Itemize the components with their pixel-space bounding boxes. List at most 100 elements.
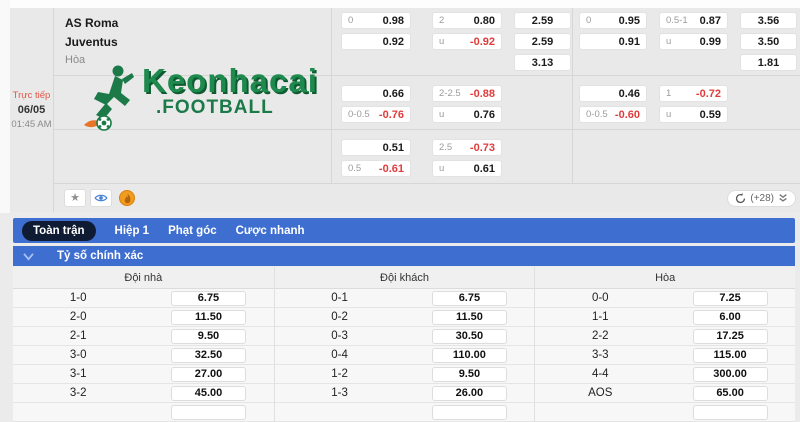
score-odds-box[interactable]: 26.00	[431, 385, 507, 401]
odds-box[interactable]: 0.46	[579, 85, 647, 102]
odds-box[interactable]: 1.81	[740, 54, 797, 71]
odds-box[interactable]: 0.5 -0.61	[341, 160, 411, 177]
odds-box[interactable]: 2.5 -0.73	[432, 139, 502, 156]
odds-group-left: 0 0.98 0.92 2 0.80 u -0.92 2.59 2.59 3.13	[331, 8, 572, 75]
odds-box[interactable]: 2.59	[514, 12, 571, 29]
odds-box[interactable]: 0.5-1 0.87	[659, 12, 728, 29]
score-odds-box[interactable]: 6.00	[692, 309, 768, 325]
score-label: 1-0	[69, 292, 87, 304]
score-label: 4-4	[591, 368, 609, 380]
score-odds-box[interactable]: 6.75	[431, 290, 507, 306]
secondary-odds-band: 0.66 0-0.5 -0.76 2-2.5 -0.88 u 0.76 0.46 0-0.5-…	[54, 76, 800, 130]
odds-value: 0.61	[473, 162, 495, 175]
odds-value: 0.87	[699, 14, 721, 27]
odds-value: -0.92	[469, 35, 495, 48]
odds-box[interactable]: u 0.61	[432, 160, 502, 177]
score-label: 3-0	[69, 349, 87, 361]
score-row: 1-3 26.00	[274, 384, 535, 403]
fulltime-odds-band: AS Roma Juventus Hòa 0 0.98 0.92 2 0.80 u -0.9…	[54, 8, 800, 76]
odds-group-left: 0.66 0-0.5 -0.76 2-2.5 -0.88 u 0.76	[331, 76, 572, 129]
odds-value: 0.99	[699, 35, 721, 48]
score-label: 0-2	[331, 311, 348, 323]
handicap-odds-column: 0.46 0-0.5 -0.60	[579, 85, 647, 129]
handicap-label: 0-0.5	[586, 109, 608, 120]
score-row: 2-2 17.25	[535, 327, 796, 346]
odds-box[interactable]: 0 0.98	[341, 12, 411, 29]
odds-box[interactable]: 2.59	[514, 33, 571, 50]
score-odds-box[interactable]: 32.50	[170, 347, 246, 363]
odds-box[interactable]: 0 0.95	[579, 12, 647, 29]
score-odds-box[interactable]	[431, 404, 507, 420]
over-under-odds-column: 2-2.5 -0.88 u 0.76	[432, 85, 502, 129]
odds-box[interactable]: 0-0.5 -0.76	[341, 106, 411, 123]
watch-button[interactable]	[90, 189, 112, 207]
score-odds-box[interactable]: 11.50	[170, 309, 246, 325]
odds-box[interactable]: 0.66	[341, 85, 411, 102]
correct-score-table: Đội nhà 1-0 6.75 2-0 11.50 2-1 9.50 3-0 32.50 3-…	[13, 267, 796, 422]
odds-box[interactable]: 0-0.5 -0.60	[579, 106, 647, 123]
tab-0[interactable]: Toàn trận	[22, 220, 96, 241]
match-time: 01:45 AM	[11, 119, 52, 130]
score-row: 3-3 115.00	[535, 346, 796, 365]
odds-box[interactable]: u 0.99	[659, 33, 728, 50]
tab-2[interactable]: Phạt góc	[168, 224, 217, 237]
odds-group-left: 0.51 0.5 -0.61 2.5 -0.73 u 0.61	[331, 130, 572, 183]
handicap-label: u	[666, 36, 672, 47]
odds-box[interactable]: 3.50	[740, 33, 797, 50]
score-odds-box[interactable]: 27.00	[170, 366, 246, 382]
odds-box[interactable]: 0.51	[341, 139, 411, 156]
home-team-name[interactable]: AS Roma	[65, 16, 119, 30]
away-score-column: Đội khách 0-1 6.75 0-2 11.50 0-3 30.50 0-4 110.…	[273, 267, 535, 422]
odds-value: -0.88	[469, 87, 495, 100]
odds-box[interactable]: 3.56	[740, 12, 797, 29]
x12-odds-column: 3.56 3.50 1.81	[740, 12, 797, 75]
odds-box[interactable]: 2 0.80	[432, 12, 502, 29]
score-odds-box[interactable]: 30.50	[431, 328, 507, 344]
score-row: 1-1 6.00	[535, 308, 796, 327]
score-odds-box[interactable]: 9.50	[431, 366, 507, 382]
odds-box[interactable]: 2-2.5 -0.88	[432, 85, 502, 102]
score-odds-box[interactable]: 115.00	[692, 347, 768, 363]
odds-box[interactable]: u 0.59	[659, 106, 728, 123]
score-odds-box[interactable]: 6.75	[170, 290, 246, 306]
odds-value: -0.61	[378, 162, 404, 175]
score-odds-box[interactable]	[692, 404, 768, 420]
refresh-button[interactable]: (+28)	[727, 189, 796, 207]
score-odds-box[interactable]: 9.50	[170, 328, 246, 344]
odds-box[interactable]: 3.13	[514, 54, 571, 71]
score-row: 3-1 27.00	[13, 365, 274, 384]
eye-icon	[94, 194, 108, 202]
date-column: Trực tiếp 06/05 01:45 AM	[10, 8, 54, 212]
away-team-name[interactable]: Juventus	[65, 35, 118, 49]
score-row: 2-1 9.50	[13, 327, 274, 346]
odds-box[interactable]: u 0.76	[432, 106, 502, 123]
odds-box[interactable]: 0.92	[341, 33, 411, 50]
tab-3[interactable]: Cược nhanh	[235, 224, 305, 237]
odds-value: 3.50	[757, 35, 780, 48]
score-odds-box[interactable]: 17.25	[692, 328, 768, 344]
soccer-player-icon	[84, 65, 134, 131]
odds-box[interactable]: u -0.92	[432, 33, 502, 50]
score-odds-box[interactable]: 300.00	[692, 366, 768, 382]
column-header: Đội khách	[274, 267, 535, 289]
tab-1[interactable]: Hiệp 1	[114, 224, 150, 237]
over-under-odds-column: 2 0.80 u -0.92	[432, 12, 502, 75]
score-odds-box[interactable]: 45.00	[170, 385, 246, 401]
handicap-label: 0	[586, 15, 592, 26]
score-odds-box[interactable]: 11.50	[431, 309, 507, 325]
score-label: 1-3	[331, 387, 348, 399]
score-label: 2-0	[69, 311, 87, 323]
handicap-odds-column: 0.66 0-0.5 -0.76	[341, 85, 411, 129]
score-section-header[interactable]: Tỷ số chính xác	[13, 246, 795, 266]
odds-grid: AS Roma Juventus Hòa 0 0.98 0.92 2 0.80 u -0.9…	[54, 8, 800, 212]
odds-box[interactable]: 0.91	[579, 33, 647, 50]
over-under-odds-column: 1 -0.72 u 0.59	[659, 85, 728, 129]
odds-box[interactable]: 1 -0.72	[659, 85, 728, 102]
score-odds-box[interactable]	[170, 404, 246, 420]
score-odds-box[interactable]: 110.00	[431, 347, 507, 363]
odds-value: 1.81	[757, 56, 780, 69]
favorite-button[interactable]: ★	[64, 189, 86, 207]
score-odds-box[interactable]: 65.00	[692, 385, 768, 401]
score-odds-box[interactable]: 7.25	[692, 290, 768, 306]
handicap-label: 2-2.5	[439, 88, 461, 99]
